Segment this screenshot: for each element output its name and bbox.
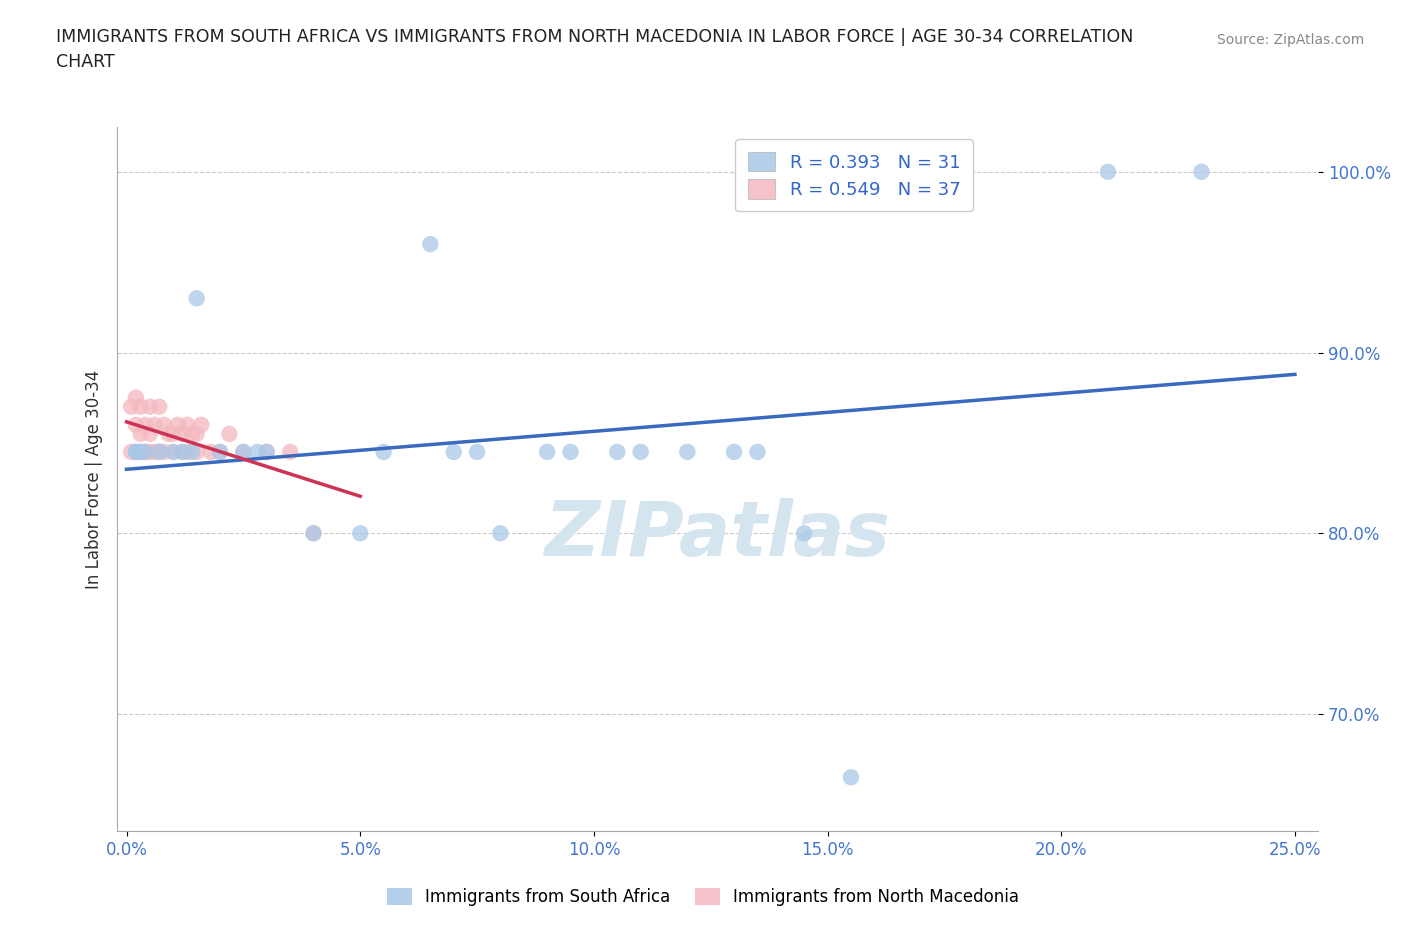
Point bbox=[302, 525, 325, 540]
Point bbox=[256, 445, 278, 459]
Point bbox=[172, 445, 194, 459]
Text: IMMIGRANTS FROM SOUTH AFRICA VS IMMIGRANTS FROM NORTH MACEDONIA IN LABOR FORCE |: IMMIGRANTS FROM SOUTH AFRICA VS IMMIGRAN… bbox=[56, 28, 1133, 71]
Point bbox=[148, 445, 170, 459]
Point bbox=[1191, 165, 1213, 179]
Point bbox=[143, 445, 166, 459]
Legend: Immigrants from South Africa, Immigrants from North Macedonia: Immigrants from South Africa, Immigrants… bbox=[380, 881, 1026, 912]
Point bbox=[560, 445, 582, 459]
Point bbox=[278, 445, 301, 459]
Point bbox=[172, 445, 194, 459]
Point bbox=[839, 770, 862, 785]
Point bbox=[676, 445, 699, 459]
Point bbox=[125, 445, 148, 459]
Point bbox=[153, 445, 176, 459]
Point bbox=[218, 427, 240, 442]
Point bbox=[157, 427, 180, 442]
Point bbox=[465, 445, 488, 459]
Point bbox=[120, 445, 142, 459]
Point bbox=[134, 445, 156, 459]
Point bbox=[181, 445, 204, 459]
Point bbox=[536, 445, 558, 459]
Point bbox=[176, 418, 198, 432]
Point bbox=[129, 399, 152, 414]
Point bbox=[125, 418, 148, 432]
Point bbox=[129, 427, 152, 442]
Legend: R = 0.393   N = 31, R = 0.549   N = 37: R = 0.393 N = 31, R = 0.549 N = 37 bbox=[735, 140, 973, 211]
Point bbox=[186, 445, 208, 459]
Point bbox=[134, 418, 156, 432]
Point bbox=[139, 427, 162, 442]
Point bbox=[125, 445, 148, 459]
Point bbox=[134, 445, 156, 459]
Point bbox=[190, 418, 212, 432]
Point bbox=[208, 445, 231, 459]
Point bbox=[176, 445, 198, 459]
Point bbox=[256, 445, 278, 459]
Point bbox=[186, 427, 208, 442]
Point bbox=[162, 445, 184, 459]
Text: Source: ZipAtlas.com: Source: ZipAtlas.com bbox=[1216, 33, 1364, 46]
Point bbox=[723, 445, 745, 459]
Point bbox=[148, 445, 170, 459]
Point bbox=[302, 525, 325, 540]
Text: ZIPatlas: ZIPatlas bbox=[544, 498, 891, 573]
Point bbox=[373, 445, 395, 459]
Point bbox=[246, 445, 269, 459]
Point bbox=[129, 445, 152, 459]
Point bbox=[232, 445, 254, 459]
Y-axis label: In Labor Force | Age 30-34: In Labor Force | Age 30-34 bbox=[86, 369, 103, 589]
Point bbox=[489, 525, 512, 540]
Point bbox=[443, 445, 465, 459]
Point bbox=[200, 445, 222, 459]
Point bbox=[232, 445, 254, 459]
Point bbox=[630, 445, 652, 459]
Point bbox=[162, 445, 184, 459]
Point bbox=[143, 418, 166, 432]
Point bbox=[139, 399, 162, 414]
Point bbox=[349, 525, 371, 540]
Point bbox=[153, 418, 176, 432]
Point bbox=[172, 427, 194, 442]
Point bbox=[419, 236, 441, 251]
Point bbox=[120, 399, 142, 414]
Point bbox=[747, 445, 769, 459]
Point bbox=[148, 399, 170, 414]
Point bbox=[162, 427, 184, 442]
Point bbox=[167, 418, 190, 432]
Point bbox=[793, 525, 815, 540]
Point bbox=[208, 445, 231, 459]
Point bbox=[1097, 165, 1119, 179]
Point bbox=[606, 445, 628, 459]
Point bbox=[129, 445, 152, 459]
Point bbox=[125, 391, 148, 405]
Point bbox=[139, 445, 162, 459]
Point bbox=[186, 291, 208, 306]
Point bbox=[181, 427, 204, 442]
